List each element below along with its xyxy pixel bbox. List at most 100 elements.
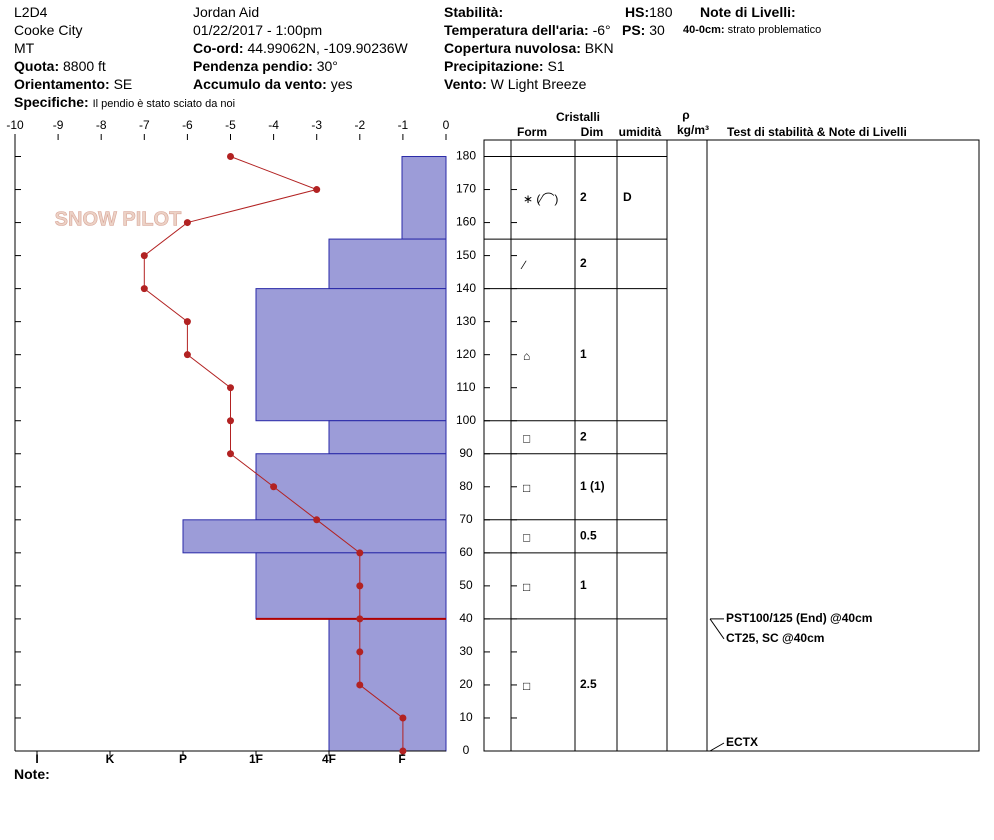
value: 8800 ft [63, 58, 106, 74]
temperature-point [183, 318, 191, 326]
label: Note di Livelli: [700, 4, 796, 20]
x-tick-label: -4 [268, 118, 279, 132]
value: -6°C [592, 22, 611, 38]
value: SE [113, 76, 133, 92]
crystal-size: 1 (1) [580, 479, 605, 493]
crystals-header: Cristalli [556, 110, 600, 124]
hardness-bar [401, 156, 447, 240]
elevation: Quota: 8800 ft [14, 58, 106, 74]
value: 30° [316, 58, 338, 74]
temperature-point [183, 351, 191, 359]
crystal-size: 1 [580, 578, 587, 592]
temperature-point [313, 516, 321, 524]
temperature-point [270, 483, 278, 491]
y-tick-label: 70 [459, 512, 473, 526]
moisture: D [623, 190, 632, 204]
crystal-size: 2.5 [580, 677, 597, 691]
hardness-bar [255, 552, 447, 620]
size-header: Dim [581, 125, 604, 139]
label: Pendenza pendio: [193, 58, 313, 74]
y-tick-label: 120 [456, 347, 476, 361]
value: 44.99062N, -109.90236W [247, 40, 408, 56]
x-tick-label: -3 [311, 118, 322, 132]
test-arrow [709, 618, 725, 640]
label: Precipitazione: [444, 58, 544, 74]
label: Specifiche: [14, 94, 89, 110]
label: PS: [622, 22, 646, 38]
label: Stabilità: [444, 4, 504, 20]
value: S1 [547, 58, 565, 74]
value: yes [330, 76, 353, 92]
label: Quota: [14, 58, 60, 74]
label: Accumulo da vento: [193, 76, 327, 92]
y-tick-label: 140 [456, 281, 476, 295]
crystal-size: 2 [580, 429, 587, 443]
temperature-point [356, 681, 364, 689]
hardness-label: 1F [249, 752, 263, 766]
x-tick-label: 0 [443, 118, 450, 132]
value: BKN [584, 40, 614, 56]
temperature-point [399, 747, 407, 755]
temperature-point [356, 648, 364, 656]
crystal-form: ⌂ [523, 349, 530, 363]
temperature-point [227, 417, 234, 425]
logo: SNOW PILOT [55, 208, 182, 230]
precip: Precipitazione: S1 [444, 58, 565, 74]
temperature-point [140, 252, 148, 260]
y-tick-label: 40 [459, 611, 473, 625]
x-tick-label: -9 [53, 118, 64, 132]
hardness-label: F [398, 752, 405, 766]
temperature-point [399, 714, 407, 722]
temperature-point [227, 153, 234, 161]
crystal-form: ∗ (∕⌒) [523, 192, 558, 206]
tests-header: Test di stabilità & Note di Livelli [727, 125, 907, 139]
slope: Pendenza pendio: 30° [193, 58, 338, 74]
aspect: Orientamento: SE [14, 76, 132, 92]
label: HS: [625, 4, 650, 20]
date: 01/22/2017 - 1:00pm [193, 22, 323, 38]
temperature-point [140, 285, 148, 293]
hs: HS:180 [625, 4, 672, 20]
sky: Copertura nuvolosa: BKN [444, 40, 614, 56]
crystal-form: ∕ [520, 258, 527, 272]
label: Temperatura dell'aria: [444, 22, 589, 38]
hardness-bar [328, 420, 447, 455]
y-tick-label: 150 [456, 248, 476, 262]
temperature-point [227, 384, 234, 392]
y-tick-label: 80 [459, 479, 473, 493]
density-unit: kg/m³ [677, 123, 709, 137]
note: Note: [14, 766, 50, 782]
y-tick-label: 160 [456, 215, 476, 229]
temperature-point [356, 615, 364, 623]
temperature-point [313, 186, 321, 194]
temperature-point [183, 219, 191, 227]
wind-loading: Accumulo da vento: yes [193, 76, 352, 92]
x-tick-label: -6 [182, 118, 193, 132]
y-tick-label: 30 [459, 644, 473, 658]
crystal-form: □ [523, 580, 530, 594]
hardness-bar [328, 618, 447, 752]
temperature-point [227, 450, 234, 458]
label: Orientamento: [14, 76, 110, 92]
coords: Co-ord: 44.99062N, -109.90236W [193, 40, 408, 56]
temperature-point [356, 582, 364, 590]
label: Co-ord: [193, 40, 244, 56]
place: Cooke City [14, 22, 83, 38]
air-temp: Temperatura dell'aria: -6°C [444, 22, 611, 38]
y-tick-label: 90 [459, 446, 473, 460]
x-tick-label: -10 [6, 118, 24, 132]
hardness-bar [182, 519, 447, 554]
hardness-label: 4F [322, 752, 336, 766]
temperature-point [356, 549, 364, 557]
x-tick-label: -2 [354, 118, 365, 132]
wind: Vento: W Light Breeze [444, 76, 586, 92]
crystal-size: 2 [580, 190, 587, 204]
state: MT [14, 40, 35, 56]
y-tick-label: 60 [459, 545, 473, 559]
crystal-size: 2 [580, 256, 587, 270]
y-tick-label: 0 [463, 743, 470, 757]
table-frame [483, 139, 980, 752]
y-tick-label: 130 [456, 314, 476, 328]
value: 180 [649, 4, 673, 20]
